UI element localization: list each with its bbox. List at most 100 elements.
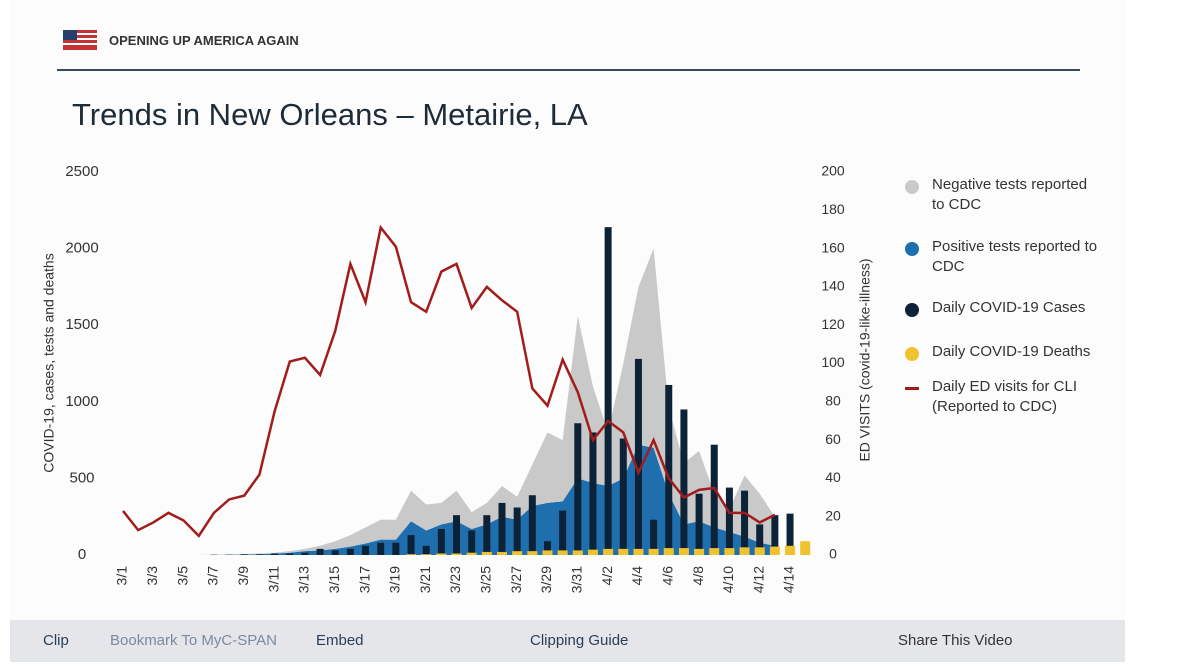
bar <box>756 524 764 555</box>
y2-tick-label: 120 <box>821 316 845 332</box>
y2-tick-label: 100 <box>821 354 845 370</box>
bar <box>407 535 415 555</box>
legend-marker <box>905 180 919 194</box>
bar <box>542 550 553 555</box>
x-tick-label: 3/7 <box>205 566 221 586</box>
bar <box>574 423 582 555</box>
y-tick-label: 1000 <box>65 393 98 410</box>
legend-item: Daily COVID-19 Cases <box>905 298 1102 318</box>
y-axis-title: COVID-19, cases, tests and deaths <box>41 253 57 472</box>
x-tick-label: 3/29 <box>538 566 554 593</box>
bar <box>754 547 765 555</box>
bar <box>331 550 339 555</box>
bar <box>800 541 811 555</box>
x-tick-label: 4/4 <box>629 566 645 586</box>
x-tick-label: 4/10 <box>720 566 736 593</box>
legend-marker <box>905 347 919 361</box>
y2-tick-label: 160 <box>821 239 845 255</box>
legend-marker <box>905 303 919 317</box>
legend-label: Daily COVID-19 Deaths <box>932 343 1091 360</box>
bar <box>695 493 703 555</box>
chart-title: Trends in New Orleans – Metairie, LA <box>72 97 588 132</box>
bar <box>377 542 385 555</box>
embed-button[interactable]: Embed <box>316 632 364 649</box>
bar <box>240 554 248 555</box>
bar <box>301 552 309 555</box>
bar <box>497 551 507 555</box>
bar <box>437 528 445 555</box>
bar <box>451 553 462 555</box>
bar <box>786 513 794 555</box>
bar <box>587 549 598 555</box>
x-tick-label: 3/13 <box>296 566 312 593</box>
legend-item: Daily COVID-19 Deaths <box>905 342 1102 362</box>
x-tick-label: 3/15 <box>326 566 342 593</box>
x-tick-label: 3/19 <box>387 566 403 593</box>
clip-button[interactable]: Clip <box>43 632 69 649</box>
x-tick-label: 3/31 <box>569 566 585 593</box>
bar <box>527 551 538 555</box>
legend-label: Negative tests reported to CDC <box>932 176 1088 213</box>
bar <box>286 553 294 555</box>
bar <box>346 548 354 555</box>
y2-tick-label: 40 <box>825 469 841 485</box>
bar <box>633 548 644 555</box>
bar <box>362 545 370 555</box>
area <box>123 444 775 555</box>
bar <box>709 548 720 555</box>
legend-label: Daily COVID-19 Cases <box>932 299 1086 316</box>
x-tick-label: 3/17 <box>356 566 372 593</box>
x-tick-label: 3/11 <box>265 566 281 592</box>
x-tick-label: 4/8 <box>690 566 706 586</box>
bar <box>255 554 263 555</box>
legend-item: Negative tests reported to CDC <box>905 175 1102 215</box>
x-tick-label: 3/1 <box>114 566 130 586</box>
bar <box>392 542 400 555</box>
bar <box>618 548 629 555</box>
bar <box>604 227 612 556</box>
bar <box>663 548 674 555</box>
bar <box>678 548 689 555</box>
bar <box>421 554 432 555</box>
bar <box>572 550 583 555</box>
y2-axis-title: ED VISITS (covid-19-like-illness) <box>857 258 873 461</box>
bar <box>557 550 568 555</box>
bar <box>512 551 523 555</box>
bar <box>528 495 536 555</box>
bar <box>589 432 597 555</box>
line <box>122 224 776 538</box>
x-tick-label: 3/23 <box>447 566 463 593</box>
flag-icon <box>63 30 97 50</box>
plot <box>122 224 811 556</box>
bar <box>483 515 491 555</box>
bar <box>648 548 659 555</box>
y-tick-label: 2500 <box>65 163 98 180</box>
header-title: OPENING UP AMERICA AGAIN <box>109 33 299 48</box>
legend-item: Daily ED visits for CLI (Reported to CDC… <box>905 377 1102 417</box>
bar <box>453 515 461 555</box>
x-tick-label: 4/6 <box>659 566 675 586</box>
x-tick-label: 3/27 <box>508 566 524 593</box>
clipping-guide-link[interactable]: Clipping Guide <box>530 632 629 649</box>
bookmark-button[interactable]: Bookmark To MyC-SPAN <box>110 632 277 649</box>
bar <box>694 548 705 555</box>
y2-tick-label: 0 <box>829 546 837 562</box>
y-tick-label: 500 <box>69 469 94 486</box>
x-tick-label: 4/2 <box>599 566 615 586</box>
y-tick-label: 1500 <box>65 316 98 333</box>
x-tick-label: 3/25 <box>478 566 494 593</box>
x-tick-label: 3/21 <box>417 566 433 593</box>
bar <box>316 548 324 555</box>
bar <box>543 541 551 555</box>
share-label: Share This Video <box>898 632 1013 649</box>
toolbar: Clip Bookmark To MyC-SPAN Embed Clipping… <box>10 620 1125 662</box>
legend-label: Positive tests reported to CDC <box>932 238 1098 275</box>
x-tick-label: 4/14 <box>781 566 797 593</box>
y2-tick-label: 80 <box>825 393 841 409</box>
y2-tick-label: 20 <box>825 507 841 523</box>
area <box>123 248 775 555</box>
x-tick-label: 3/5 <box>174 566 190 586</box>
bar <box>724 548 735 555</box>
